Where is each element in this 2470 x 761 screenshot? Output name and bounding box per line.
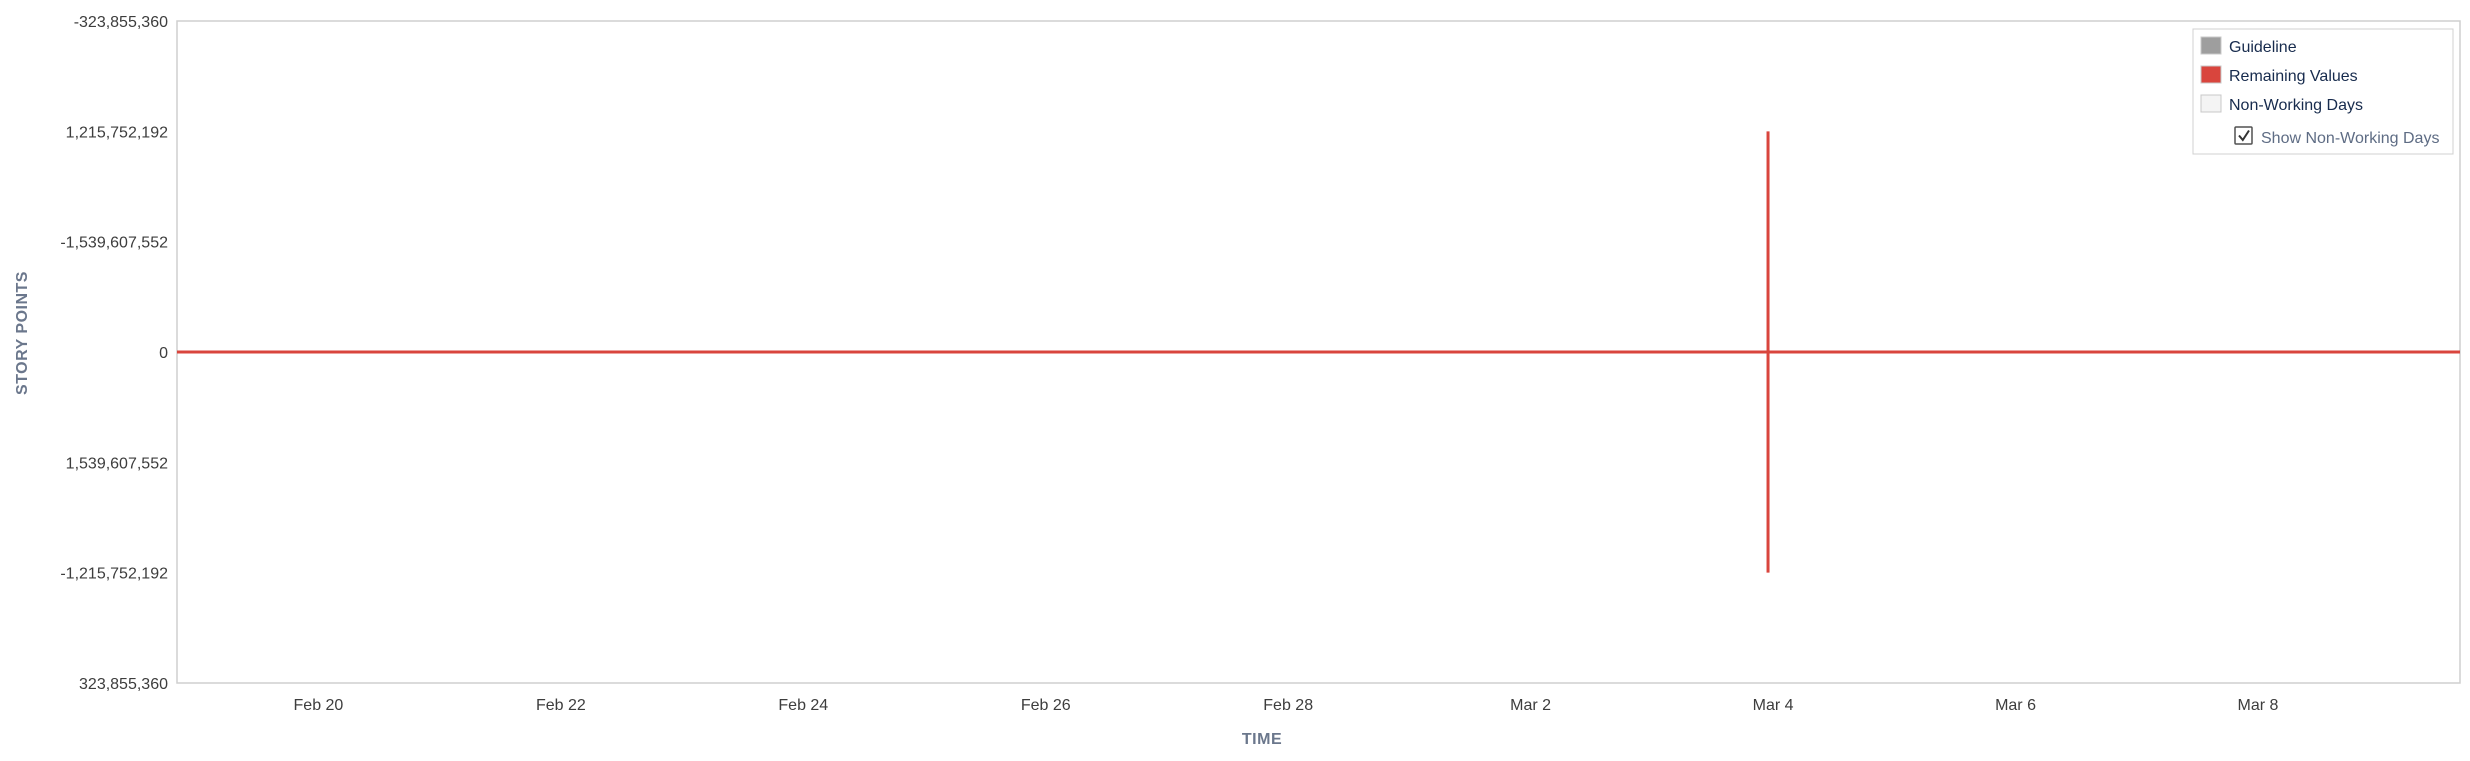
legend-label-guideline: Guideline (2229, 39, 2297, 56)
x-tick-label: Feb 24 (778, 697, 828, 714)
y-tick-label: 1,215,752,192 (66, 124, 168, 141)
show-non-working-days-checkbox[interactable] (2234, 126, 2253, 145)
legend-swatch-non-working-days (2200, 94, 2222, 113)
x-tick-label: Feb 20 (294, 697, 344, 714)
show-non-working-days-label[interactable]: Show Non-Working Days (2261, 130, 2439, 147)
y-tick-label: -1,539,607,552 (60, 235, 168, 252)
x-tick-label: Mar 2 (1510, 697, 1551, 714)
checkmark-icon (2238, 129, 2250, 142)
y-tick-label: 1,539,607,552 (66, 455, 168, 472)
y-axis-ticks: -323,855,360 1,215,752,192 -1,539,607,552 0… (60, 14, 168, 693)
legend: Guideline Remaining Values Non-Working D… (2192, 28, 2454, 155)
y-axis-title: STORY POINTS (14, 271, 31, 395)
x-axis-ticks: Feb 20 Feb 22 Feb 24 Feb 26 Feb 28 Mar 2 Mar 4… (294, 697, 2279, 714)
y-tick-label: -323,855,360 (74, 14, 168, 31)
y-tick-label: 0 (159, 345, 168, 362)
x-tick-label: Feb 26 (1021, 697, 1071, 714)
x-axis-title: TIME (1242, 731, 1282, 748)
legend-swatch-guideline (2200, 36, 2222, 55)
x-tick-label: Mar 6 (1995, 697, 2036, 714)
series-layer (177, 131, 2460, 573)
x-tick-label: Feb 28 (1263, 697, 1313, 714)
legend-label-remaining-values: Remaining Values (2229, 68, 2358, 85)
x-tick-label: Mar 8 (2238, 697, 2279, 714)
checkbox-box[interactable] (2234, 126, 2253, 145)
legend-swatch-remaining-values (2200, 65, 2222, 84)
y-tick-label: -1,215,752,192 (60, 566, 168, 583)
x-tick-label: Mar 4 (1753, 697, 1794, 714)
series-line-remaining-values (177, 131, 2460, 573)
y-tick-label: 323,855,360 (79, 676, 168, 693)
legend-label-non-working-days: Non-Working Days (2229, 97, 2363, 114)
x-tick-label: Feb 22 (536, 697, 586, 714)
